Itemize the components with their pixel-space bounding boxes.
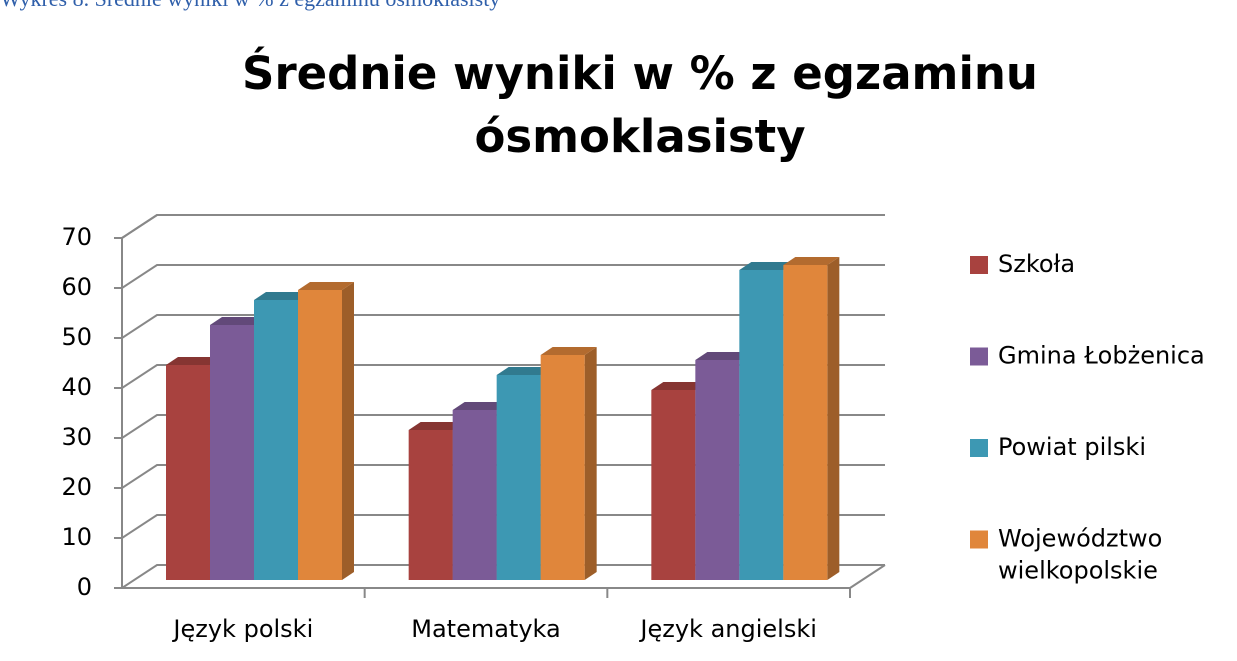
caption: Wykres 8. Średnie wyniki w % z egzaminu … <box>0 0 500 12</box>
legend-label: Szkoła <box>998 250 1075 278</box>
bar-top <box>166 357 222 365</box>
grid-line <box>121 564 885 589</box>
bar-side <box>342 282 354 580</box>
grid-line <box>121 364 885 389</box>
grid-line <box>121 264 885 289</box>
x-tick-label: Język angielski <box>638 615 817 643</box>
bar <box>408 430 453 580</box>
grid-line <box>121 514 885 539</box>
bar <box>783 265 828 580</box>
bar <box>254 300 298 580</box>
grid-line <box>121 314 885 339</box>
y-tick-label: 0 <box>77 573 92 601</box>
bar-top <box>408 422 465 430</box>
x-tick-label: Język polski <box>171 615 313 643</box>
y-tick-label: 20 <box>61 473 92 501</box>
bar <box>695 360 740 580</box>
bar <box>540 355 585 580</box>
legend-swatch <box>970 256 988 274</box>
bar-top <box>496 367 553 375</box>
axis-line <box>849 564 886 589</box>
bar-side <box>584 347 597 580</box>
x-tick-label: Matematyka <box>411 615 560 643</box>
bar <box>739 270 784 580</box>
y-tick-label: 50 <box>61 323 92 351</box>
chart-title: Średnie wyniki w % z egzaminu ósmoklasis… <box>242 47 1038 163</box>
grid-line <box>121 414 885 439</box>
bar <box>298 290 342 580</box>
legend-swatch <box>970 439 988 457</box>
y-tick-label: 60 <box>61 273 92 301</box>
bar <box>452 410 497 580</box>
bar <box>496 375 541 580</box>
bar-top <box>540 347 597 355</box>
bar <box>651 390 696 580</box>
legend-label: Województwo wielkopolskie <box>998 525 1162 585</box>
bar-top <box>695 352 752 360</box>
y-tick-label: 40 <box>61 373 92 401</box>
bar <box>166 365 210 580</box>
grid-line <box>121 464 885 489</box>
bar <box>210 325 254 580</box>
grid-line <box>121 214 885 239</box>
bar-top <box>739 262 796 270</box>
y-tick-label: 30 <box>61 423 92 451</box>
bar-top <box>452 402 509 410</box>
y-tick-label: 70 <box>61 223 92 251</box>
bar-top <box>651 382 708 390</box>
bar-top <box>254 292 310 300</box>
legend-label: Gmina Łobżenica <box>998 342 1205 370</box>
bar-top <box>210 317 266 325</box>
legend-label: Powiat pilski <box>998 433 1146 461</box>
bar-top <box>783 257 840 265</box>
legend-swatch <box>970 530 988 549</box>
y-tick-label: 10 <box>61 523 92 551</box>
bar-side <box>827 257 840 580</box>
legend-swatch <box>970 347 988 366</box>
bar-top <box>298 282 354 290</box>
